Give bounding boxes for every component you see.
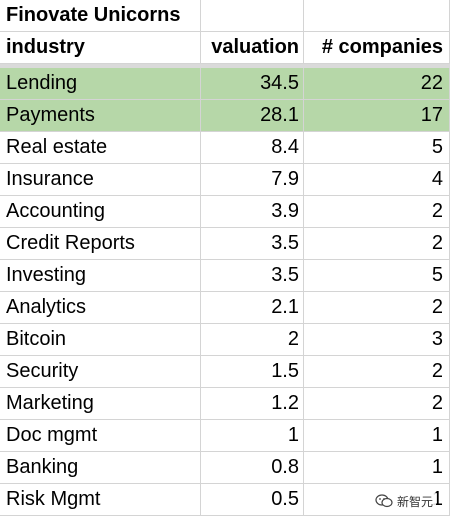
empty-cell[interactable] bbox=[201, 0, 304, 32]
table-row: Doc mgmt 1 1 bbox=[0, 420, 450, 452]
valuation-cell[interactable]: 2 bbox=[201, 324, 304, 356]
industry-cell[interactable]: Security bbox=[0, 356, 201, 388]
valuation-cell[interactable]: 1.2 bbox=[201, 388, 304, 420]
table-row: Real estate 8.4 5 bbox=[0, 132, 450, 164]
valuation-cell[interactable]: 1 bbox=[201, 420, 304, 452]
valuation-cell[interactable]: 3.5 bbox=[201, 260, 304, 292]
industry-cell[interactable]: Lending bbox=[0, 68, 201, 100]
header-valuation[interactable]: valuation bbox=[201, 32, 304, 64]
table-row: Analytics 2.1 2 bbox=[0, 292, 450, 324]
companies-cell[interactable]: 2 bbox=[304, 228, 450, 260]
watermark: 新智元 bbox=[372, 491, 437, 511]
companies-cell[interactable]: 4 bbox=[304, 164, 450, 196]
empty-cell[interactable] bbox=[304, 0, 450, 32]
title-row: Finovate Unicorns bbox=[0, 0, 450, 32]
table-row: Accounting 3.9 2 bbox=[0, 196, 450, 228]
table-row: Insurance 7.9 4 bbox=[0, 164, 450, 196]
table-row: Security 1.5 2 bbox=[0, 356, 450, 388]
companies-cell[interactable]: 3 bbox=[304, 324, 450, 356]
sheet-title[interactable]: Finovate Unicorns bbox=[0, 0, 201, 32]
table-row: Risk Mgmt 0.5 1 bbox=[0, 484, 450, 516]
industry-cell[interactable]: Bitcoin bbox=[0, 324, 201, 356]
industry-cell[interactable]: Real estate bbox=[0, 132, 201, 164]
table-row: Marketing 1.2 2 bbox=[0, 388, 450, 420]
header-industry[interactable]: industry bbox=[0, 32, 201, 64]
valuation-cell[interactable]: 0.8 bbox=[201, 452, 304, 484]
header-row: industry valuation # companies bbox=[0, 32, 450, 64]
table-row: Credit Reports 3.5 2 bbox=[0, 228, 450, 260]
companies-cell[interactable]: 2 bbox=[304, 388, 450, 420]
companies-cell[interactable]: 2 bbox=[304, 292, 450, 324]
industry-cell[interactable]: Doc mgmt bbox=[0, 420, 201, 452]
industry-cell[interactable]: Banking bbox=[0, 452, 201, 484]
table-row: Payments 28.1 17 bbox=[0, 100, 450, 132]
industry-cell[interactable]: Credit Reports bbox=[0, 228, 201, 260]
valuation-cell[interactable]: 7.9 bbox=[201, 164, 304, 196]
industry-cell[interactable]: Analytics bbox=[0, 292, 201, 324]
companies-cell[interactable]: 22 bbox=[304, 68, 450, 100]
industry-cell[interactable]: Payments bbox=[0, 100, 201, 132]
valuation-cell[interactable]: 28.1 bbox=[201, 100, 304, 132]
industry-cell[interactable]: Investing bbox=[0, 260, 201, 292]
wechat-icon bbox=[375, 494, 393, 508]
table-row: Banking 0.8 1 bbox=[0, 452, 450, 484]
companies-cell[interactable]: 5 bbox=[304, 132, 450, 164]
valuation-cell[interactable]: 1.5 bbox=[201, 356, 304, 388]
valuation-cell[interactable]: 2.1 bbox=[201, 292, 304, 324]
companies-cell[interactable]: 1 bbox=[304, 420, 450, 452]
industry-cell[interactable]: Accounting bbox=[0, 196, 201, 228]
companies-cell[interactable]: 5 bbox=[304, 260, 450, 292]
header-companies[interactable]: # companies bbox=[304, 32, 450, 64]
valuation-cell[interactable]: 3.9 bbox=[201, 196, 304, 228]
companies-cell[interactable]: 1 bbox=[304, 452, 450, 484]
industry-cell[interactable]: Risk Mgmt bbox=[0, 484, 201, 516]
frozen-row-divider[interactable] bbox=[0, 64, 450, 68]
valuation-cell[interactable]: 34.5 bbox=[201, 68, 304, 100]
valuation-cell[interactable]: 8.4 bbox=[201, 132, 304, 164]
companies-cell[interactable]: 2 bbox=[304, 356, 450, 388]
companies-cell[interactable]: 17 bbox=[304, 100, 450, 132]
table-row: Bitcoin 2 3 bbox=[0, 324, 450, 356]
valuation-cell[interactable]: 3.5 bbox=[201, 228, 304, 260]
watermark-text: 新智元 bbox=[397, 494, 434, 509]
valuation-cell[interactable]: 0.5 bbox=[201, 484, 304, 516]
table-row: Investing 3.5 5 bbox=[0, 260, 450, 292]
industry-cell[interactable]: Insurance bbox=[0, 164, 201, 196]
industry-cell[interactable]: Marketing bbox=[0, 388, 201, 420]
table-row: Lending 34.5 22 bbox=[0, 68, 450, 100]
companies-cell[interactable]: 2 bbox=[304, 196, 450, 228]
